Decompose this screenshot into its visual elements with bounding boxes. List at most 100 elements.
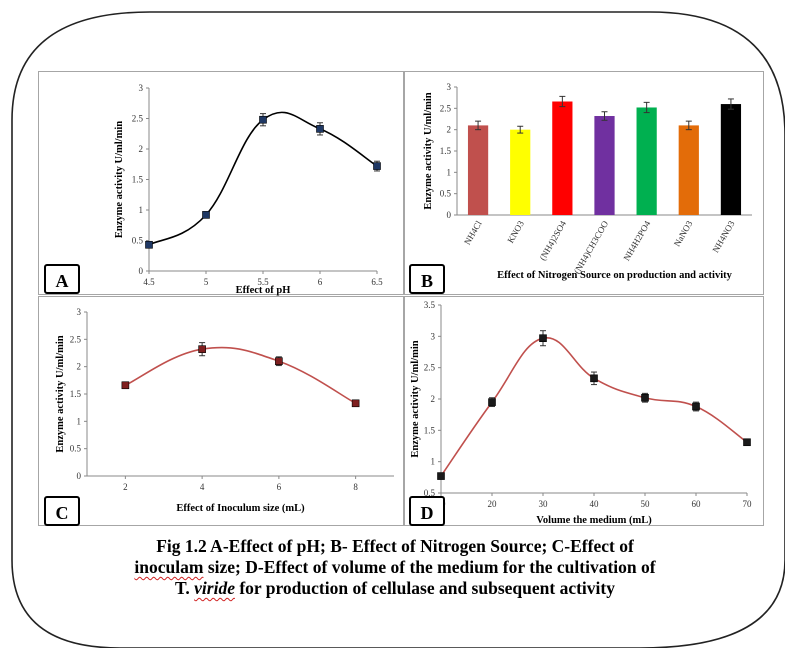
series-line bbox=[125, 346, 357, 404]
bar bbox=[636, 107, 657, 215]
caption-word-viride: viride bbox=[194, 578, 235, 598]
x-tick-label: 4 bbox=[200, 482, 205, 492]
x-tick-label: 50 bbox=[641, 499, 651, 509]
y-tick-label: 0.5 bbox=[132, 236, 144, 246]
x-axis-label: Effect of Nitrogen Source on production … bbox=[497, 270, 733, 281]
x-tick-label: 6 bbox=[318, 277, 323, 287]
x-tick-label: (NH4)2SO4 bbox=[537, 219, 568, 263]
bar bbox=[552, 101, 573, 215]
y-tick-label: 2.5 bbox=[132, 114, 144, 124]
x-tick-label: NH4NO3 bbox=[711, 219, 737, 255]
x-axis-label: Effect of pH bbox=[236, 285, 291, 296]
y-tick-label: 3 bbox=[139, 83, 144, 93]
y-tick-label: 1 bbox=[447, 167, 452, 177]
y-tick-label: 3.5 bbox=[424, 300, 436, 310]
bar bbox=[678, 125, 699, 215]
x-tick-label: NaNO3 bbox=[672, 219, 695, 249]
chart-a: 0 0.5 1 1.5 2 2.5 3 4.5 5 5.5 6 6.5 Enzyme activity … bbox=[114, 83, 383, 296]
data-point bbox=[488, 398, 496, 406]
data-point bbox=[121, 381, 130, 390]
y-tick-label: 2.5 bbox=[440, 103, 452, 113]
panel-b: 0 0.5 1 1.5 2 2.5 3 Enzyme activity U/ml/min NH4… bbox=[404, 71, 764, 295]
x-tick-label: NH4Cl bbox=[462, 219, 484, 247]
data-point bbox=[641, 393, 649, 402]
x-tick-label: KNO3 bbox=[505, 219, 526, 245]
panel-letter-c: C bbox=[44, 496, 80, 526]
caption-line-1: Fig 1.2 A-Effect of pH; B- Effect of Nit… bbox=[156, 536, 634, 556]
y-tick-label: 1.5 bbox=[70, 389, 82, 399]
panel-letter-d: D bbox=[409, 496, 445, 526]
series-line bbox=[148, 111, 378, 246]
panel-letter-a: A bbox=[44, 264, 80, 294]
panel-a: 0 0.5 1 1.5 2 2.5 3 4.5 5 5.5 6 6.5 Enzyme activity … bbox=[38, 71, 404, 296]
caption-word-inoculam: inoculam bbox=[134, 557, 204, 577]
y-tick-label: 1.5 bbox=[132, 175, 144, 185]
y-tick-label: 0 bbox=[77, 471, 82, 481]
x-tick-label: 8 bbox=[353, 482, 358, 492]
y-tick-label: 1 bbox=[431, 457, 436, 467]
x-tick-label: 4.5 bbox=[143, 277, 155, 287]
data-point bbox=[202, 211, 210, 219]
bar bbox=[467, 125, 489, 215]
data-point bbox=[145, 240, 153, 249]
y-tick-label: 2.5 bbox=[424, 363, 436, 373]
data-point bbox=[437, 472, 445, 480]
panel-d: 0.511.522.533.510203040506070Enzyme acti… bbox=[404, 296, 764, 526]
series-line bbox=[440, 337, 748, 477]
bar bbox=[720, 104, 742, 215]
panel-letter-b: B bbox=[409, 264, 445, 294]
y-tick-label: 2 bbox=[431, 394, 436, 404]
data-point bbox=[275, 357, 283, 366]
y-tick-label: 2 bbox=[139, 144, 144, 154]
y-axis-label: Enzyme activity U/ml/min bbox=[423, 92, 434, 209]
data-point bbox=[590, 374, 598, 383]
x-tick-label: 6 bbox=[277, 482, 282, 492]
chart-c: 0 0.5 1 1.5 2 2.5 3 2 4 6 8 Enzyme activity U/ml/mi… bbox=[55, 307, 394, 514]
figure-caption: Fig 1.2 A-Effect of pH; B- Effect of Nit… bbox=[30, 536, 760, 599]
y-tick-label: 1.5 bbox=[440, 146, 452, 156]
caption-line-2-rest: size; D-Effect of volume of the medium f… bbox=[203, 557, 656, 577]
data-point bbox=[316, 125, 324, 133]
bar bbox=[510, 129, 531, 215]
data-point bbox=[259, 115, 267, 124]
data-point bbox=[351, 399, 360, 408]
x-tick-label: 30 bbox=[539, 499, 549, 509]
y-tick-label: 2.5 bbox=[70, 334, 82, 344]
panel-c: 0 0.5 1 1.5 2 2.5 3 2 4 6 8 Enzyme activity U/ml/mi… bbox=[38, 296, 404, 526]
x-tick-label: (NH4)CH3COO bbox=[572, 219, 611, 276]
y-tick-label: 0.5 bbox=[424, 488, 436, 498]
y-tick-label: 3 bbox=[77, 307, 82, 317]
x-tick-label: NH4H2PO4 bbox=[621, 219, 652, 263]
y-axis-label: Enzyme activity U/ml/min bbox=[114, 121, 125, 238]
x-tick-label: 20 bbox=[488, 499, 498, 509]
y-tick-label: 0.5 bbox=[440, 189, 452, 199]
bar bbox=[594, 116, 615, 215]
x-axis-label: Effect of Inoculum size (mL) bbox=[176, 503, 305, 514]
y-tick-label: 0 bbox=[139, 266, 144, 276]
y-tick-label: 0 bbox=[447, 210, 452, 220]
data-point bbox=[539, 334, 547, 343]
x-tick-label: 6.5 bbox=[371, 277, 383, 287]
data-point bbox=[198, 345, 206, 353]
caption-line-3: T. viride for production of cellulase an… bbox=[30, 578, 760, 599]
x-tick-label: 2 bbox=[123, 482, 128, 492]
x-tick-label: 60 bbox=[692, 499, 702, 509]
caption-line-3-pre: T. bbox=[175, 578, 195, 598]
y-tick-label: 3 bbox=[447, 82, 452, 92]
y-tick-label: 1 bbox=[77, 416, 82, 426]
caption-line-3-rest: for production of cellulase and subseque… bbox=[234, 578, 615, 598]
data-point bbox=[692, 402, 700, 411]
y-tick-label: 2 bbox=[447, 125, 452, 135]
y-tick-label: 1 bbox=[139, 205, 144, 215]
y-tick-label: 3 bbox=[431, 331, 436, 341]
chart-d: 0.511.522.533.510203040506070Enzyme acti… bbox=[410, 300, 753, 526]
x-tick-label: 40 bbox=[590, 499, 600, 509]
chart-b: 0 0.5 1 1.5 2 2.5 3 Enzyme activity U/ml/min NH4… bbox=[423, 82, 752, 281]
y-axis-label: Enzyme activity U/ml/min bbox=[410, 340, 421, 457]
y-tick-label: 2 bbox=[77, 362, 82, 372]
data-point bbox=[743, 438, 751, 447]
data-point bbox=[373, 162, 381, 170]
y-tick-label: 1.5 bbox=[424, 425, 436, 435]
x-tick-label: 70 bbox=[743, 499, 753, 509]
y-axis-label: Enzyme activity U/ml/min bbox=[55, 335, 66, 452]
